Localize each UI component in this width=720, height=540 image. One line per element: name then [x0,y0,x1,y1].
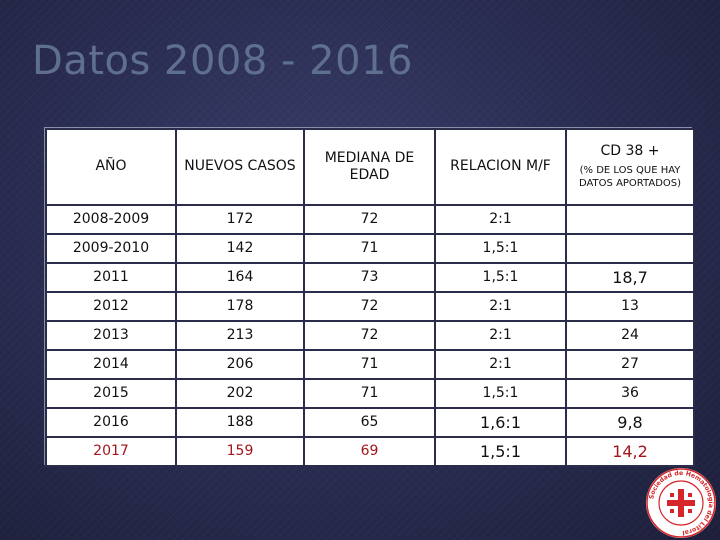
cell-median-age: 71 [303,349,436,380]
header-cd38-note: (% DE LOS QUE HAY DATOS APORTADOS) [578,164,682,190]
cell-cd38: 18,7 [565,262,695,293]
cell-cd38 [565,204,695,235]
cell-cd38 [565,233,695,264]
table-header-row: AÑO NUEVOS CASOS MEDIANA DE EDAD RELACIO… [45,128,695,206]
cell-ratio: 1,5:1 [434,233,567,264]
cell-year: 2011 [45,262,177,293]
cell-median-age: 72 [303,320,436,351]
header-median-age: MEDIANA DE EDAD [303,128,436,206]
cell-ratio: 2:1 [434,291,567,322]
hematology-society-logo: Sociedad de Hematología del Litoral [645,467,717,539]
table-row: 2011 164 73 1,5:1 18,7 [45,262,695,293]
cell-median-age: 65 [303,407,436,438]
cell-new-cases: 188 [175,407,305,438]
cell-new-cases: 159 [175,436,305,467]
cell-median-age: 73 [303,262,436,293]
cell-cd38: 27 [565,349,695,380]
table-row: 2016 188 65 1,6:1 9,8 [45,407,695,438]
cell-cd38: 9,8 [565,407,695,438]
table-row: 2008-2009 172 72 2:1 [45,204,695,235]
cell-new-cases: 206 [175,349,305,380]
cell-year: 2012 [45,291,177,322]
cell-ratio: 1,5:1 [434,436,567,467]
header-new-cases: NUEVOS CASOS [175,128,305,206]
header-year: AÑO [45,128,177,206]
cell-ratio: 1,6:1 [434,407,567,438]
cell-new-cases: 178 [175,291,305,322]
cell-ratio: 1,5:1 [434,262,567,293]
cell-new-cases: 172 [175,204,305,235]
cell-year: 2015 [45,378,177,409]
cell-year: 2014 [45,349,177,380]
table-row: 2014 206 71 2:1 27 [45,349,695,380]
cell-cd38: 24 [565,320,695,351]
header-cd38: CD 38 + (% DE LOS QUE HAY DATOS APORTADO… [565,128,695,206]
cell-cd38: 14,2 [565,436,695,467]
header-ratio: RELACION M/F [434,128,567,206]
cell-ratio: 2:1 [434,349,567,380]
cell-median-age: 69 [303,436,436,467]
cell-cd38: 36 [565,378,695,409]
page-title: Datos 2008 - 2016 [32,38,413,84]
table-row: 2009-2010 142 71 1,5:1 [45,233,695,264]
logo-seal-icon: Sociedad de Hematología del Litoral [646,468,716,538]
cell-ratio: 1,5:1 [434,378,567,409]
cell-new-cases: 142 [175,233,305,264]
data-table: AÑO NUEVOS CASOS MEDIANA DE EDAD RELACIO… [44,127,695,467]
cell-median-age: 72 [303,204,436,235]
table-row-highlighted: 2017 159 69 1,5:1 14,2 [45,436,695,467]
cell-year: 2013 [45,320,177,351]
cell-year: 2017 [45,436,177,467]
table-row: 2015 202 71 1,5:1 36 [45,378,695,409]
cell-ratio: 2:1 [434,204,567,235]
cell-year: 2016 [45,407,177,438]
cell-new-cases: 202 [175,378,305,409]
cell-median-age: 72 [303,291,436,322]
cell-new-cases: 164 [175,262,305,293]
cell-median-age: 71 [303,233,436,264]
cell-cd38: 13 [565,291,695,322]
header-cd38-label: CD 38 + [600,143,660,160]
table-row: 2013 213 72 2:1 24 [45,320,695,351]
cell-year: 2009-2010 [45,233,177,264]
table-row: 2012 178 72 2:1 13 [45,291,695,322]
cell-ratio: 2:1 [434,320,567,351]
cell-median-age: 71 [303,378,436,409]
cell-year: 2008-2009 [45,204,177,235]
cell-new-cases: 213 [175,320,305,351]
